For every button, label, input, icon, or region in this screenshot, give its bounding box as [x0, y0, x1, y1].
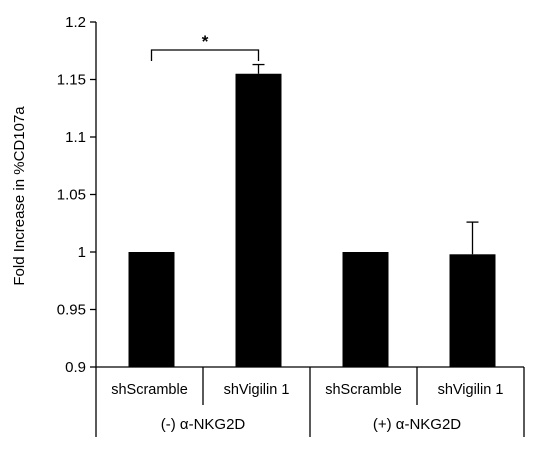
x-tick-label: shVigilin 1 — [224, 382, 290, 398]
bar — [235, 73, 282, 367]
x-tick-label: shScramble — [325, 382, 402, 398]
y-tick-label: 1.15 — [57, 72, 86, 89]
bar — [342, 252, 389, 367]
bars — [128, 73, 496, 367]
x-tick-label: shScramble — [111, 382, 188, 398]
significance-line — [150, 49, 260, 61]
x-group-label: (-) α-NKG2D — [161, 416, 246, 433]
y-tick-label: 0.95 — [57, 302, 86, 319]
x-axis: shScramble shVigilin 1 shScramble shVigilin… — [95, 366, 525, 437]
significance-label: * — [202, 32, 209, 51]
y-tick-label: 0.9 — [65, 359, 86, 376]
bar — [128, 252, 175, 367]
y-axis-label: Fold Increase in %CD107a — [11, 106, 28, 286]
error-bars — [252, 63, 479, 255]
x-group-label: (+) α-NKG2D — [373, 416, 461, 433]
bar — [449, 254, 496, 367]
y-tick-label: 1.2 — [65, 14, 86, 31]
y-axis: 0.9 0.95 1 1.05 1.1 1.15 1.2 — [57, 14, 97, 376]
y-tick-label: 1 — [78, 244, 86, 261]
x-tick-label: shVigilin 1 — [438, 382, 504, 398]
y-tick-label: 1.05 — [57, 187, 86, 204]
y-tick-label: 1.1 — [65, 129, 86, 146]
significance-bracket: * — [150, 32, 260, 61]
